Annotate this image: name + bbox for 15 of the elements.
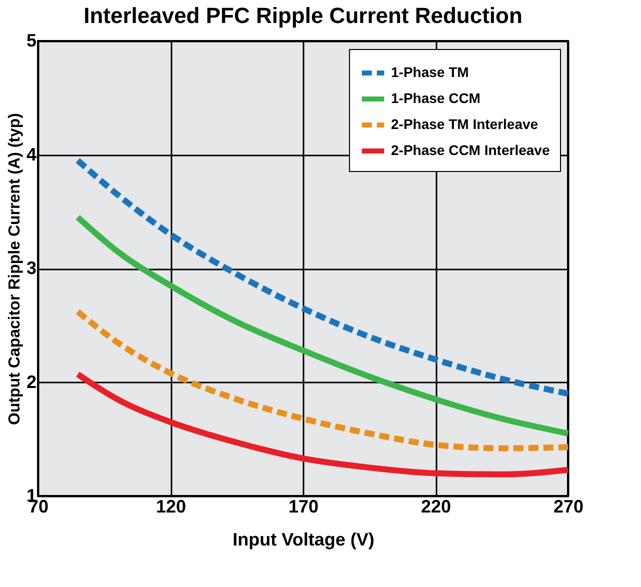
legend-label: 2-Phase CCM Interleave (391, 142, 550, 158)
legend-label: 1-Phase TM (391, 64, 469, 80)
x-axis-title: Input Voltage (V) (232, 530, 374, 550)
x-tick-label: 120 (156, 496, 186, 516)
x-tick-label: 220 (420, 496, 452, 516)
y-axis-title: Output Capacitor Ripple Current (A) (typ) (6, 113, 24, 425)
chart-title: Interleaved PFC Ripple Current Reduction (84, 3, 522, 28)
y-tick-label: 5 (26, 30, 36, 50)
x-tick-label: 270 (553, 496, 584, 516)
legend-label: 1-Phase CCM (391, 90, 480, 106)
x-tick-label: 170 (288, 496, 319, 516)
y-tick-label: 4 (26, 144, 36, 164)
legend-label: 2-Phase TM Interleave (391, 116, 538, 132)
y-tick-label: 2 (26, 372, 36, 392)
y-tick-label: 3 (26, 258, 36, 278)
